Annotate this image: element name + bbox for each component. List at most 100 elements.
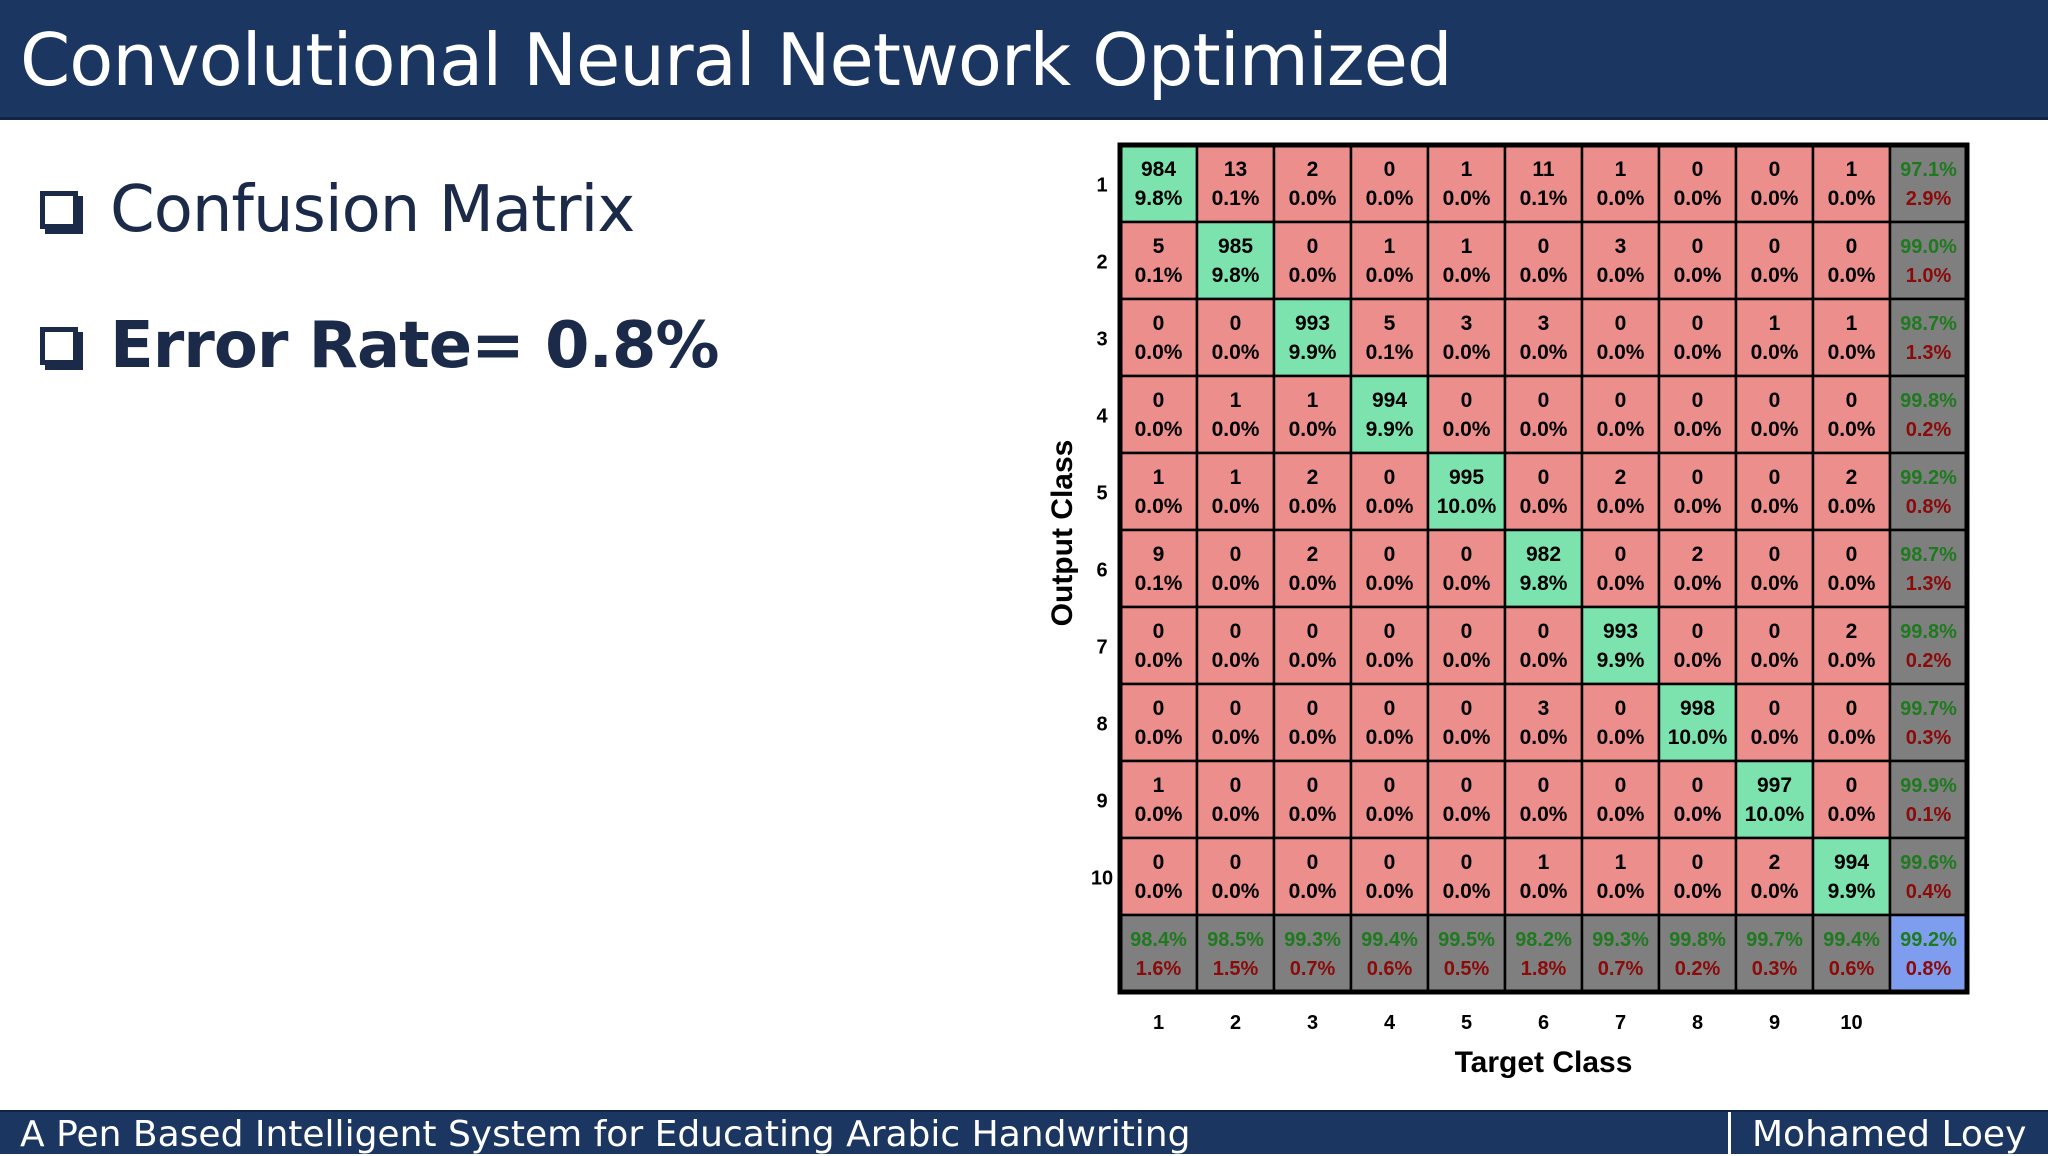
summary-accuracy-label: 99.2%	[1900, 929, 1957, 951]
matrix-cell	[1657, 451, 1738, 532]
x-axis-title: Target Class	[1455, 1046, 1633, 1079]
summary-error-label: 0.1%	[1906, 804, 1952, 826]
matrix-cell	[1349, 682, 1430, 763]
cell-percent-label: 0.0%	[1289, 726, 1337, 749]
y-tick-label: 8	[1096, 714, 1107, 736]
matrix-cell	[1580, 836, 1661, 917]
summary-error-label: 0.6%	[1367, 958, 1413, 980]
cell-count-label: 1	[1307, 389, 1319, 412]
cell-percent-label: 0.0%	[1597, 572, 1645, 595]
cell-percent-label: 0.0%	[1520, 418, 1568, 441]
cell-percent-label: 0.0%	[1289, 264, 1337, 287]
summary-error-label: 0.7%	[1290, 958, 1336, 980]
matrix-cell	[1657, 297, 1738, 378]
cell-count-label: 1	[1384, 235, 1396, 258]
matrix-cell	[1272, 759, 1353, 840]
cell-percent-label: 0.0%	[1597, 418, 1645, 441]
cell-count-label: 1	[1461, 158, 1473, 181]
matrix-cell	[1811, 143, 1892, 224]
matrix-cell	[1888, 297, 1969, 378]
summary-error-label: 0.2%	[1906, 419, 1952, 441]
cell-count-label: 0	[1230, 774, 1242, 797]
cell-percent-label: 0.0%	[1674, 341, 1722, 364]
cell-percent-label: 0.0%	[1443, 880, 1491, 903]
matrix-cell	[1426, 913, 1507, 994]
summary-error-label: 1.5%	[1213, 958, 1259, 980]
cell-count-label: 0	[1615, 389, 1627, 412]
cell-count-label: 1	[1769, 312, 1781, 335]
matrix-cell	[1657, 913, 1738, 994]
matrix-cell	[1118, 297, 1199, 378]
matrix-cell	[1811, 451, 1892, 532]
cell-count-label: 0	[1692, 235, 1704, 258]
matrix-cell	[1888, 143, 1969, 224]
y-tick-label: 3	[1096, 329, 1107, 351]
matrix-cell	[1503, 605, 1584, 686]
bullet-list: Confusion Matrix Error Rate= 0.8%	[40, 170, 720, 442]
cell-percent-label: 0.0%	[1366, 495, 1414, 518]
matrix-cell	[1888, 759, 1969, 840]
y-tick-label: 5	[1096, 483, 1107, 505]
footer-subtitle: A Pen Based Intelligent System for Educa…	[20, 1114, 1191, 1155]
matrix-cell	[1734, 297, 1815, 378]
cell-percent-label: 0.0%	[1212, 803, 1260, 826]
cell-count-label: 0	[1692, 466, 1704, 489]
cell-percent-label: 0.0%	[1366, 264, 1414, 287]
matrix-cell	[1888, 913, 1969, 994]
cell-count-label: 997	[1757, 774, 1792, 797]
matrix-cell	[1734, 836, 1815, 917]
cell-count-label: 0	[1307, 697, 1319, 720]
matrix-cell	[1118, 220, 1199, 301]
x-tick-label: 4	[1384, 1012, 1396, 1034]
matrix-cell	[1349, 297, 1430, 378]
matrix-cell	[1118, 143, 1199, 224]
cell-count-label: 998	[1680, 697, 1715, 720]
cell-count-label: 0	[1692, 851, 1704, 874]
summary-error-label: 0.6%	[1829, 958, 1875, 980]
bullet-item-confusion-matrix: Confusion Matrix	[40, 170, 719, 250]
summary-accuracy-label: 99.5%	[1438, 929, 1495, 951]
bullet-text: Error Rate= 0.8%	[110, 309, 720, 383]
cell-count-label: 2	[1307, 543, 1319, 566]
cell-count-label: 0	[1769, 466, 1781, 489]
matrix-cell	[1272, 836, 1353, 917]
summary-error-label: 0.8%	[1906, 496, 1952, 518]
matrix-cell	[1503, 297, 1584, 378]
cell-percent-label: 0.0%	[1751, 264, 1799, 287]
matrix-cell	[1195, 220, 1276, 301]
cell-percent-label: 0.0%	[1674, 187, 1722, 210]
matrix-cell	[1734, 759, 1815, 840]
slide-title: Convolutional Neural Network Optimized	[20, 18, 1453, 102]
matrix-cell	[1657, 836, 1738, 917]
cell-percent-label: 0.0%	[1751, 495, 1799, 518]
cell-percent-label: 9.9%	[1289, 341, 1337, 364]
cell-percent-label: 0.0%	[1289, 880, 1337, 903]
cell-percent-label: 0.0%	[1674, 572, 1722, 595]
summary-error-label: 1.8%	[1521, 958, 1567, 980]
summary-error-label: 2.9%	[1906, 188, 1952, 210]
cell-count-label: 0	[1538, 774, 1550, 797]
matrix-cell	[1349, 836, 1430, 917]
cell-count-label: 0	[1461, 543, 1473, 566]
x-tick-label: 10	[1840, 1012, 1862, 1034]
matrix-cell	[1349, 451, 1430, 532]
x-tick-label: 3	[1307, 1012, 1318, 1034]
cell-count-label: 1	[1846, 312, 1858, 335]
cell-percent-label: 0.0%	[1366, 803, 1414, 826]
matrix-cell	[1272, 451, 1353, 532]
matrix-cell	[1195, 759, 1276, 840]
matrix-cell	[1118, 451, 1199, 532]
cell-count-label: 0	[1615, 774, 1627, 797]
cell-count-label: 0	[1461, 620, 1473, 643]
matrix-cell	[1426, 143, 1507, 224]
summary-accuracy-label: 99.2%	[1900, 467, 1957, 489]
matrix-cell	[1426, 297, 1507, 378]
matrix-cell	[1580, 143, 1661, 224]
summary-accuracy-label: 97.1%	[1900, 159, 1957, 181]
summary-accuracy-label: 98.7%	[1900, 313, 1957, 335]
cell-percent-label: 0.1%	[1135, 264, 1183, 287]
cell-percent-label: 0.0%	[1674, 418, 1722, 441]
cell-percent-label: 0.0%	[1135, 803, 1183, 826]
cell-count-label: 2	[1846, 620, 1858, 643]
cell-count-label: 0	[1384, 466, 1396, 489]
